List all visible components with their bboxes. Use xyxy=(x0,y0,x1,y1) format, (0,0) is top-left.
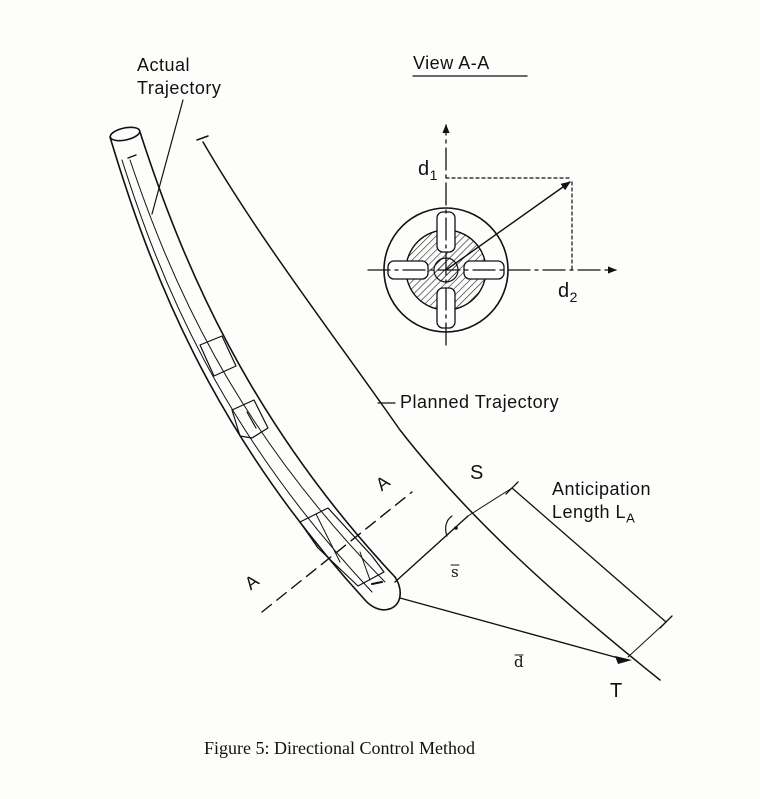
drill-string-inner-bore-right xyxy=(129,159,386,583)
anticipation-length-line xyxy=(511,487,667,623)
d1-letter: d xyxy=(418,158,430,180)
steering-unit-divider-2 xyxy=(359,551,371,581)
tool-section-upper xyxy=(199,335,237,377)
anticipation-label-line2: Length LA xyxy=(552,502,635,526)
right-angle-dot xyxy=(454,526,458,530)
vector-d-line xyxy=(399,597,623,660)
anticipation-connector-s xyxy=(467,487,513,517)
planned-trajectory-curve xyxy=(202,141,661,681)
drill-string-top-tick xyxy=(127,154,137,159)
planned-trajectory-label: Planned Trajectory xyxy=(400,392,560,412)
drill-string-outer-wall-left xyxy=(109,136,366,601)
drill-string-inner-bore-left xyxy=(121,159,373,593)
right-angle-marker xyxy=(445,515,453,537)
section-line-a-a xyxy=(261,491,413,613)
point-t-marker xyxy=(615,656,632,664)
figure-caption: Figure 5: Directional Control Method xyxy=(204,738,475,758)
actual-trajectory-label-line2: Trajectory xyxy=(137,78,222,98)
anticipation-subscript: A xyxy=(626,510,636,526)
steering-unit-divider-1 xyxy=(315,513,341,563)
actual-trajectory-label-line1: Actual xyxy=(137,55,191,75)
tool-section-middle xyxy=(231,399,269,439)
d2-label: d2 xyxy=(558,280,578,305)
d2-subscript: 2 xyxy=(569,289,578,305)
resultant-vector xyxy=(445,181,571,271)
planned-trajectory-start-tick xyxy=(196,135,209,141)
vector-d-label: d xyxy=(514,653,525,671)
anticipation-length-text: Length L xyxy=(552,502,627,522)
tool-section-middle-mark xyxy=(246,411,257,429)
point-s-label: S xyxy=(470,462,484,484)
steering-unit xyxy=(299,507,385,587)
bit-marker xyxy=(371,581,383,585)
drill-string-outer-wall-right xyxy=(139,131,396,578)
d1-label: d1 xyxy=(418,158,438,183)
drill-string-top-section xyxy=(109,126,141,142)
drill-bit xyxy=(364,576,401,611)
actual-trajectory-leader xyxy=(151,99,184,215)
view-a-a-title: View A-A xyxy=(413,53,490,73)
d1-subscript: 1 xyxy=(429,167,438,183)
anticipation-connector-t xyxy=(627,621,667,658)
vector-s-label: s xyxy=(451,563,460,581)
anticipation-label-line1: Anticipation xyxy=(552,479,652,499)
d2-letter: d xyxy=(558,280,570,302)
point-t-label: T xyxy=(610,680,623,702)
